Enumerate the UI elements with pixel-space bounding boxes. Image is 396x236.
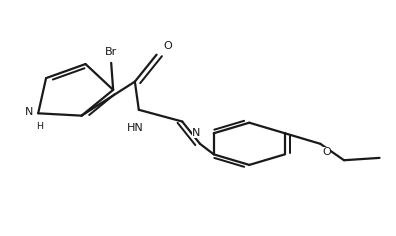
- Text: N: N: [25, 107, 33, 117]
- Text: N: N: [192, 128, 200, 138]
- Text: O: O: [322, 147, 331, 157]
- Text: O: O: [164, 41, 172, 51]
- Text: HN: HN: [126, 123, 143, 133]
- Text: Br: Br: [105, 47, 117, 57]
- Text: H: H: [36, 122, 43, 131]
